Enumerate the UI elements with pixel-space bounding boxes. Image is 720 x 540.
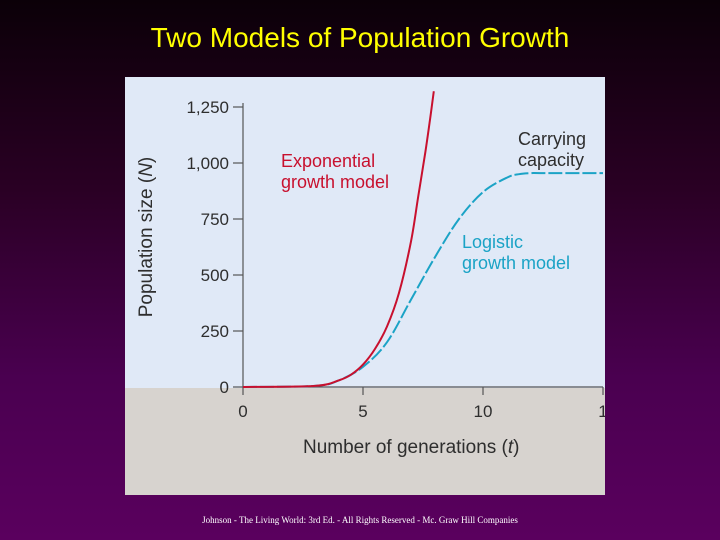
x-tick-label: 10 (474, 402, 493, 421)
exponential-annotation: Exponential growth model (281, 151, 389, 192)
logistic-annotation-line2: growth model (462, 253, 570, 273)
carrying-capacity-line1: Carrying (518, 129, 586, 149)
carrying-capacity-annotation: Carrying capacity (518, 129, 591, 170)
x-tick-label: 0 (238, 402, 247, 421)
carrying-capacity-line2: capacity (518, 150, 584, 170)
slide-title: Two Models of Population Growth (150, 22, 570, 53)
tick-group: 0 250 500 750 1,000 1,250 0 5 10 1 (186, 98, 605, 421)
y-tick-label: 1,250 (186, 98, 229, 117)
x-axis-title: Number of generations (t) (303, 437, 520, 458)
logistic-annotation-line1: Logistic (462, 232, 523, 252)
y-tick-label: 250 (201, 322, 229, 341)
x-tick-label: 5 (358, 402, 367, 421)
x-axis-title-var: t (508, 437, 514, 458)
y-tick-label: 750 (201, 210, 229, 229)
x-axis-title-end: ) (513, 437, 519, 458)
y-axis-title-end: ) (136, 157, 157, 163)
chart-figure: 0 250 500 750 1,000 1,250 0 5 10 1 Exponential gr… (125, 77, 605, 495)
x-tick-label: 1 (598, 402, 605, 421)
population-growth-chart: 0 250 500 750 1,000 1,250 0 5 10 1 Exponential gr… (125, 77, 605, 458)
series-group (242, 91, 603, 388)
exponential-annotation-line1: Exponential (281, 151, 375, 171)
y-axis-title-var: N (136, 163, 157, 177)
exponential-annotation-line2: growth model (281, 172, 389, 192)
y-tick-label: 0 (220, 378, 229, 397)
footer-credit: Johnson - The Living World: 3rd Ed. - Al… (202, 515, 518, 525)
y-axis-title-main: Population size ( (136, 176, 157, 317)
y-axis-title: Population size (N) (136, 157, 157, 318)
x-axis-title-main: Number of generations ( (303, 437, 509, 458)
y-tick-label: 500 (201, 266, 229, 285)
exponential-growth-curve (242, 91, 435, 388)
plot-area (125, 77, 605, 388)
logistic-annotation: Logistic growth model (462, 232, 570, 273)
y-tick-label: 1,000 (186, 154, 229, 173)
